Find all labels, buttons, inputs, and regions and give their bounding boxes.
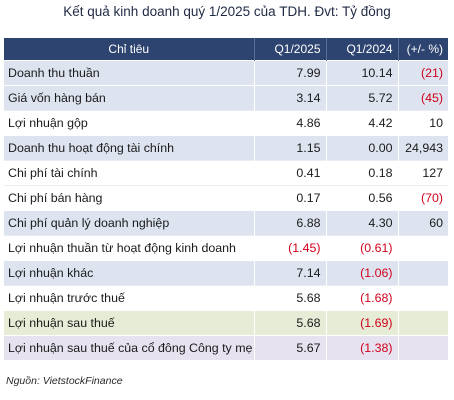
source-note: Nguồn: VietstockFinance bbox=[6, 375, 123, 387]
row-q1-2024: 5.72 bbox=[326, 85, 399, 111]
row-q1-2025: (1.45) bbox=[254, 235, 327, 261]
table-row: Giá vốn hàng bán 3.14 5.72 (45) bbox=[4, 85, 448, 111]
row-label: Lợi nhuận khác bbox=[4, 260, 255, 286]
header-change: (+/- %) bbox=[398, 38, 448, 61]
row-change: (45) bbox=[398, 85, 448, 111]
header-indicator: Chỉ tiêu bbox=[4, 38, 255, 61]
row-q1-2024: (1.69) bbox=[326, 310, 399, 336]
row-q1-2025: 4.86 bbox=[254, 110, 327, 136]
row-q1-2025: 5.68 bbox=[254, 310, 327, 336]
row-q1-2025: 5.68 bbox=[254, 285, 327, 311]
row-q1-2024: (1.06) bbox=[326, 260, 399, 286]
table-row: Lợi nhuận sau thuế của cổ đông Công ty m… bbox=[4, 335, 448, 360]
table-row: Lợi nhuận gộp 4.86 4.42 10 bbox=[4, 110, 448, 136]
results-table: Chỉ tiêu Q1/2025 Q1/2024 (+/- %) Doanh t… bbox=[4, 38, 448, 360]
row-change: 24,943 bbox=[398, 135, 448, 161]
row-change bbox=[398, 310, 448, 336]
row-q1-2024: 10.14 bbox=[326, 60, 399, 86]
table-row: Lợi nhuận trước thuế 5.68 (1.68) bbox=[4, 285, 448, 311]
row-change bbox=[398, 285, 448, 311]
row-label: Lợi nhuận sau thuế bbox=[4, 310, 255, 336]
table-row: Lợi nhuận thuần từ hoạt động kinh doanh … bbox=[4, 235, 448, 261]
row-label: Chi phí quản lý doanh nghiệp bbox=[4, 210, 255, 236]
row-q1-2025: 7.14 bbox=[254, 260, 327, 286]
row-q1-2024: (0.61) bbox=[326, 235, 399, 261]
row-label: Doanh thu hoạt động tài chính bbox=[4, 135, 255, 161]
row-label: Lợi nhuận sau thuế của cổ đông Công ty m… bbox=[4, 335, 255, 360]
table-row: Doanh thu thuần 7.99 10.14 (21) bbox=[4, 60, 448, 86]
row-q1-2025: 3.14 bbox=[254, 85, 327, 111]
row-q1-2025: 0.17 bbox=[254, 185, 327, 211]
row-q1-2025: 5.67 bbox=[254, 335, 327, 360]
row-q1-2024: 0.18 bbox=[326, 160, 399, 186]
row-q1-2025: 6.88 bbox=[254, 210, 327, 236]
row-q1-2024: 4.30 bbox=[326, 210, 399, 236]
row-q1-2025: 7.99 bbox=[254, 60, 327, 86]
row-label: Lợi nhuận thuần từ hoạt động kinh doanh bbox=[4, 235, 255, 261]
row-change: 60 bbox=[398, 210, 448, 236]
row-q1-2025: 0.41 bbox=[254, 160, 327, 186]
row-change: (21) bbox=[398, 60, 448, 86]
row-change bbox=[398, 260, 448, 286]
row-q1-2024: 4.42 bbox=[326, 110, 399, 136]
header-q1-2025: Q1/2025 bbox=[254, 38, 327, 61]
row-q1-2024: 0.00 bbox=[326, 135, 399, 161]
table-title: Kết quả kinh doanh quý 1/2025 của TDH. Đ… bbox=[63, 4, 391, 19]
table-row: Doanh thu hoạt động tài chính 1.15 0.00 … bbox=[4, 135, 448, 161]
row-label: Lợi nhuận gộp bbox=[4, 110, 255, 136]
table-row: Chi phí quản lý doanh nghiệp 6.88 4.30 6… bbox=[4, 210, 448, 236]
table-row: Lợi nhuận sau thuế 5.68 (1.69) bbox=[4, 310, 448, 336]
row-q1-2024: (1.68) bbox=[326, 285, 399, 311]
row-q1-2024: 0.56 bbox=[326, 185, 399, 211]
table-row: Lợi nhuận khác 7.14 (1.06) bbox=[4, 260, 448, 286]
row-label: Chi phí bán hàng bbox=[4, 185, 255, 211]
row-q1-2024: (1.38) bbox=[326, 335, 399, 360]
table-row: Chi phí bán hàng 0.17 0.56 (70) bbox=[4, 185, 448, 211]
row-label: Chi phí tài chính bbox=[4, 160, 255, 186]
row-change: (70) bbox=[398, 185, 448, 211]
row-change: 10 bbox=[398, 110, 448, 136]
header-q1-2024: Q1/2024 bbox=[326, 38, 399, 61]
table-header-row: Chỉ tiêu Q1/2025 Q1/2024 (+/- %) bbox=[4, 38, 448, 61]
row-change bbox=[398, 335, 448, 360]
row-label: Lợi nhuận trước thuế bbox=[4, 285, 255, 311]
row-q1-2025: 1.15 bbox=[254, 135, 327, 161]
row-change bbox=[398, 235, 448, 261]
row-change: 127 bbox=[398, 160, 448, 186]
row-label: Doanh thu thuần bbox=[4, 60, 255, 86]
table-row: Chi phí tài chính 0.41 0.18 127 bbox=[4, 160, 448, 186]
row-label: Giá vốn hàng bán bbox=[4, 85, 255, 111]
